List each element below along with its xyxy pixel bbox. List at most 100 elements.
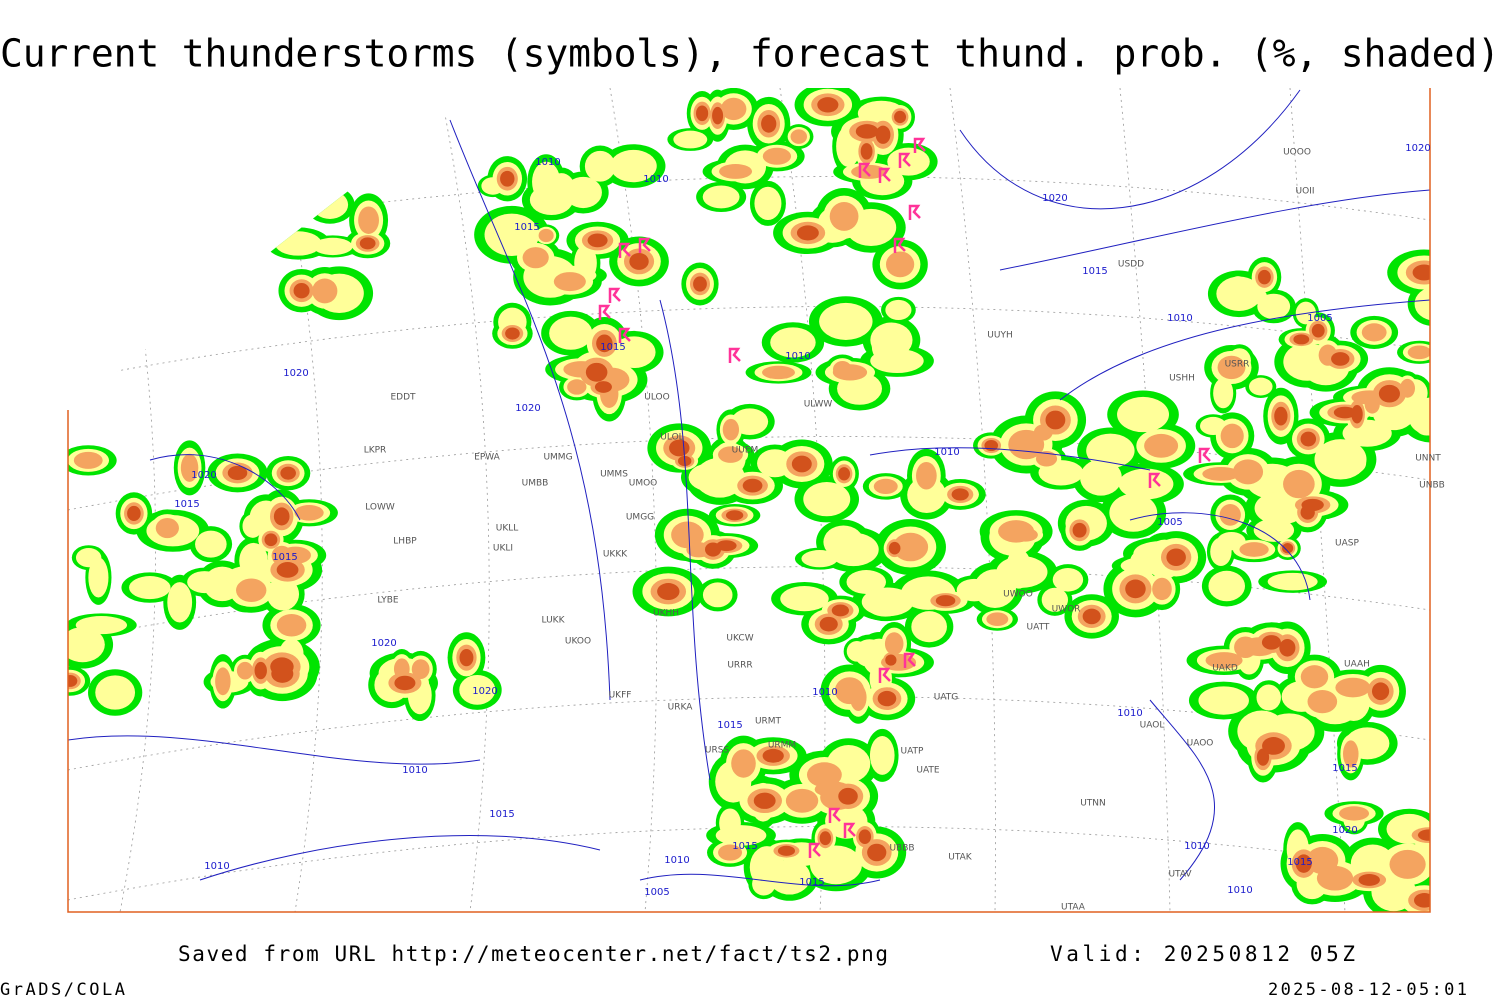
probability-shade (719, 164, 753, 179)
isobar-label: 1010 (1227, 885, 1252, 896)
probability-shade (270, 657, 294, 677)
probability-shade (312, 237, 353, 256)
probability-shade (867, 843, 887, 862)
probability-shade (846, 570, 887, 594)
station-label: USDD (1118, 260, 1144, 270)
isobar (1149, 699, 1215, 881)
probability-shade (459, 649, 474, 667)
station-label: LYBE (377, 596, 398, 606)
station-label: UKHH (653, 609, 679, 619)
probability-shade (155, 518, 179, 539)
probability-shade (1279, 638, 1296, 657)
probability-shade (885, 654, 897, 666)
probability-shade (1295, 854, 1312, 873)
station-label: EDDT (390, 393, 416, 403)
station-label: UTAK (948, 853, 973, 863)
probability-shade (803, 482, 851, 517)
probability-shade (819, 616, 838, 632)
isobar-label: 1010 (643, 174, 668, 185)
probability-shade (567, 379, 587, 395)
probability-shade (935, 595, 956, 607)
probability-shade (846, 641, 868, 662)
map-area (68, 88, 1430, 912)
graticule (609, 88, 658, 912)
probability-shade (1152, 577, 1172, 601)
probability-shade (1335, 677, 1371, 698)
station-label: UKLI (493, 544, 513, 554)
station-label: URKA (668, 703, 694, 713)
station-label: UWOR (1052, 605, 1081, 615)
probability-shade (885, 299, 912, 321)
probability-shade (1358, 874, 1380, 886)
thunderstorm-symbol (638, 237, 651, 253)
probability-shade (276, 613, 307, 637)
isobar-label: 1010 (1117, 708, 1142, 719)
probability-shade (294, 505, 324, 521)
station-label: LHBP (393, 537, 417, 547)
probability-shade (696, 105, 709, 122)
probability-shade (1253, 518, 1295, 542)
probability-shade (956, 578, 992, 602)
probability-shade (549, 316, 593, 350)
probability-shade (817, 97, 839, 113)
thunderstorm-symbol (828, 807, 841, 823)
isobar (869, 447, 1151, 471)
probability-shade (731, 749, 756, 778)
thunderstorm-symbol (1148, 472, 1161, 488)
probability-shade (1033, 424, 1053, 441)
title: Current thunderstorms (symbols), forecas… (0, 32, 1500, 76)
probability-shade (1361, 323, 1387, 342)
probability-shade (239, 542, 268, 579)
probability-shade (1166, 548, 1186, 567)
isobar (199, 835, 601, 881)
station-label: UKOO (565, 637, 591, 647)
probability-shade (1300, 665, 1329, 689)
probability-shade (195, 530, 227, 558)
station-label: UATP (901, 747, 925, 757)
probability-shade (834, 677, 865, 705)
station-label: UOOO (1283, 148, 1311, 158)
probability-shade (855, 124, 879, 139)
valid-time: Valid: 20250812 05Z (1050, 942, 1355, 966)
station-label: UKKK (603, 550, 628, 560)
probability-shade (594, 381, 612, 393)
isobar-label: 1015 (272, 552, 297, 563)
station-label: USHH (1169, 374, 1195, 384)
probability-shade (671, 521, 704, 549)
probability-shade (858, 829, 872, 844)
probability-shade (532, 161, 561, 203)
probability-shade (806, 762, 842, 788)
thunderstorm-symbol (858, 162, 871, 178)
probability-shade (266, 577, 300, 611)
probability-shade (1041, 587, 1069, 612)
probability-shade (1331, 352, 1350, 366)
probability-shade (875, 125, 891, 144)
probability-shade (273, 507, 290, 526)
probability-shade (227, 465, 248, 481)
probability-shade (1035, 450, 1058, 467)
probability-shade (986, 612, 1009, 627)
probability-shade (742, 478, 763, 493)
isobar-label: 1010 (785, 351, 810, 362)
probability-shade (629, 252, 649, 270)
probability-shade (293, 283, 310, 299)
station-label: LOWW (365, 503, 395, 513)
probability-shade (280, 466, 296, 480)
map-frame (67, 88, 1431, 913)
probability-shade (828, 532, 879, 567)
probability-shade (394, 675, 416, 691)
probability-shade (892, 532, 929, 562)
probability-shade (610, 149, 657, 183)
probability-shade (95, 675, 136, 710)
probability-shade (1307, 689, 1338, 714)
probability-shade (1072, 522, 1087, 538)
station-label: UMOO (629, 479, 658, 489)
probability-shade (1300, 431, 1317, 447)
isobar (68, 735, 481, 765)
isobar (149, 454, 301, 521)
probability-shade (411, 659, 430, 679)
probability-shade (762, 365, 795, 380)
probability-shade (1080, 459, 1122, 496)
probability-shade (1198, 686, 1249, 715)
